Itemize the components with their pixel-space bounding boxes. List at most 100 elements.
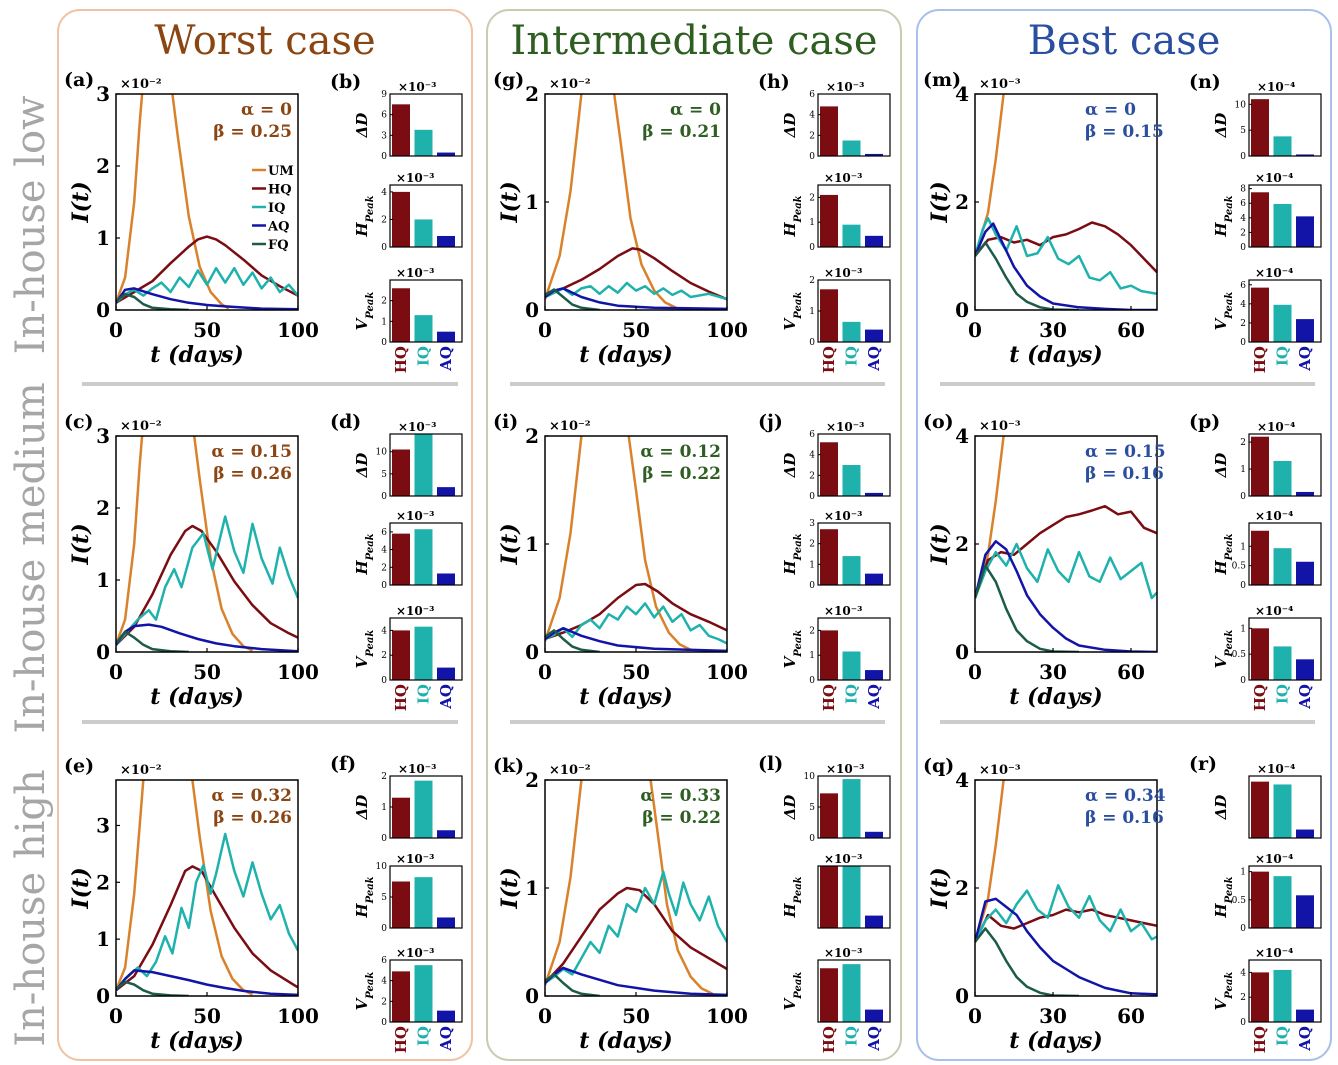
bar-hq <box>820 106 838 156</box>
bar-category-iq: IQ <box>843 346 861 366</box>
bar-iq <box>1273 460 1292 496</box>
y-tick-label: 4 <box>381 188 387 198</box>
y-tick-label: 2 <box>381 297 387 307</box>
scale-factor: ×10⁻³ <box>979 419 1021 434</box>
bar-frame <box>389 93 463 157</box>
y-tick-label: 1 <box>809 560 815 570</box>
series-fq <box>975 927 1080 996</box>
bar-hq <box>820 793 838 838</box>
bar-panel-d: ×10⁻⁴ 0 1 2 ΔD <box>1212 420 1322 502</box>
bar-category-iq: IQ <box>415 1026 433 1046</box>
bar-panel-hpeak: ×10⁻³ 0 1 2 HPeak <box>781 171 891 253</box>
y-tick-label: 0 <box>525 984 539 1008</box>
bar-category-hq: HQ <box>820 346 838 373</box>
y-axis-label: I(t) <box>927 867 953 909</box>
series-um <box>545 94 583 300</box>
bar-hq <box>1251 192 1269 247</box>
x-tick-label: 0 <box>968 318 982 342</box>
x-tick-label: 60 <box>1117 318 1145 342</box>
y-axis-label: VPeak <box>781 630 804 669</box>
y-tick-label: 0 <box>809 338 815 348</box>
bar-category-hq: HQ <box>1251 684 1269 711</box>
scale-factor: ×10⁻³ <box>396 852 434 866</box>
y-tick-label: 8 <box>1240 185 1246 195</box>
y-tick-label: 4 <box>381 977 387 987</box>
legend-label-um: UM <box>268 164 294 179</box>
bar-panel-d: ×10⁻³ 0 2 4 6 ΔD <box>781 420 891 502</box>
bar-category-iq: IQ <box>1274 346 1292 366</box>
x-tick-label: 100 <box>277 1004 319 1028</box>
bar-chart-b: (b) ×10⁻³ 0 3 6 9 ΔD ×10⁻³ 0 2 4 HPeak ×10⁻³ 0 1 2 VPeak… <box>330 71 463 373</box>
scale-factor: ×10⁻³ <box>396 604 434 618</box>
row-label-medium: In-house medium <box>8 382 54 733</box>
y-tick-label: 2 <box>96 496 110 520</box>
bar-category-iq: IQ <box>843 684 861 704</box>
scale-factor: ×10⁻³ <box>398 80 436 94</box>
bar-hq <box>820 442 838 496</box>
bar-panel-d: ×10⁻³ 0 1 2 ΔD <box>353 762 463 844</box>
y-tick-label: 4 <box>1240 214 1246 224</box>
bar-iq <box>1273 646 1292 680</box>
bar-iq <box>414 315 433 342</box>
y-axis-label: HPeak <box>1212 195 1235 237</box>
scale-factor: ×10⁻³ <box>396 946 434 960</box>
bar-aq <box>437 1010 455 1022</box>
intermediate-case-title: Intermediate case <box>510 18 877 64</box>
x-tick-label: 100 <box>277 318 319 342</box>
bar-hq <box>1251 628 1269 680</box>
bar-frame <box>1248 617 1322 681</box>
bar-hq <box>392 797 410 838</box>
y-tick-label: 0 <box>381 581 387 591</box>
y-axis-label: ΔD <box>353 113 371 139</box>
series-fq <box>545 629 600 652</box>
y-tick-label: 1 <box>96 226 110 250</box>
series-iq <box>975 884 1157 943</box>
y-tick-label: 6 <box>381 111 387 121</box>
y-axis-label: I(t) <box>497 867 523 909</box>
y-tick-label: 1 <box>1240 542 1246 552</box>
y-tick-label: 0 <box>381 924 387 934</box>
bar-aq <box>1296 895 1314 928</box>
panel-label: (r) <box>1189 753 1217 775</box>
bar-category-aq: AQ <box>865 1026 883 1052</box>
bar-frame <box>389 433 463 497</box>
y-tick-label: 2 <box>809 193 815 203</box>
series-hq <box>975 221 1157 274</box>
x-tick-label: 0 <box>538 660 552 684</box>
legend-label-aq: AQ <box>267 220 289 235</box>
bar-hq <box>1251 99 1269 156</box>
bar-iq <box>414 129 433 156</box>
bar-panel-vpeak: ×10⁻³ 0 1 2 VPeak <box>353 266 463 348</box>
bar-frame <box>817 959 891 1023</box>
series-aq <box>116 969 298 996</box>
bar-aq <box>437 667 455 680</box>
x-tick-label: 0 <box>538 1004 552 1028</box>
y-tick-label: 0 <box>96 640 110 664</box>
series-hq <box>116 235 298 304</box>
bar-panel-d: ×10⁻⁴ ΔD <box>1212 762 1322 839</box>
y-tick-label: 0 <box>955 298 969 322</box>
bar-aq <box>865 1009 883 1022</box>
y-axis-label: I(t) <box>68 523 94 565</box>
x-tick-label: 50 <box>193 1004 221 1028</box>
y-tick-label: 2 <box>525 424 539 448</box>
panel-label: (e) <box>64 755 94 777</box>
bar-panel-vpeak: ×10⁻³ 0 2 4 6 VPeak <box>353 946 463 1028</box>
series-um-decay <box>627 436 692 651</box>
y-axis-label: ΔD <box>1212 113 1230 139</box>
y-axis-label: I(t) <box>927 181 953 223</box>
scale-factor: ×10⁻³ <box>824 171 862 185</box>
y-tick-label: 4 <box>955 82 969 106</box>
bar-frame <box>1248 93 1322 157</box>
bar-chart-j: (j) ×10⁻³ 0 2 4 6 ΔD ×10⁻³ 0 1 2 3 HPeak ×10⁻³ 0 1 2 VPea… <box>758 411 891 711</box>
series-aq <box>116 623 298 652</box>
y-tick-label: 0 <box>525 298 539 322</box>
bar-iq <box>842 964 861 1022</box>
x-tick-label: 100 <box>706 660 748 684</box>
x-tick-label: 0 <box>109 1004 123 1028</box>
y-axis-label: I(t) <box>497 181 523 223</box>
series-um <box>116 436 144 646</box>
scale-factor: ×10⁻³ <box>396 266 434 280</box>
bar-iq <box>1273 784 1292 838</box>
